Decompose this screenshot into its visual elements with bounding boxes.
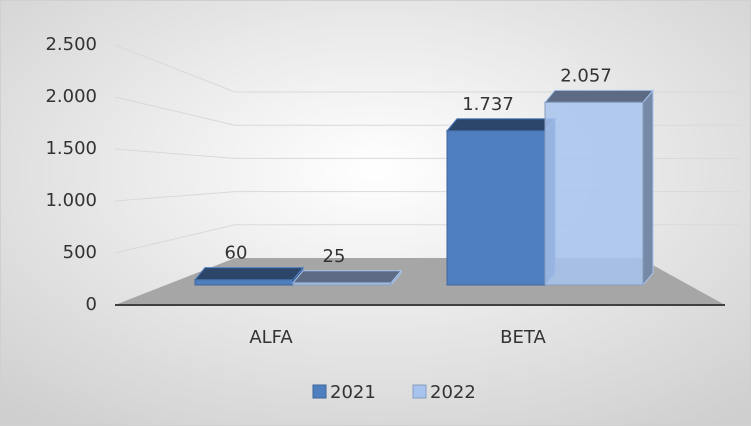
data-label: 1.737 xyxy=(462,94,514,115)
bar-top xyxy=(445,118,557,132)
y-tick-label: 1.000 xyxy=(45,190,97,211)
legend-swatch xyxy=(312,384,327,399)
bar xyxy=(543,88,655,287)
bar xyxy=(291,269,403,287)
bar xyxy=(445,117,557,287)
data-label: 2.057 xyxy=(560,65,612,86)
bar-top xyxy=(291,270,403,284)
bar xyxy=(193,266,305,287)
legend-label: 2021 xyxy=(330,382,376,403)
bar-top xyxy=(193,267,305,281)
y-tick-label: 500 xyxy=(63,242,97,263)
bar-front xyxy=(194,279,294,286)
data-label: 25 xyxy=(323,246,346,267)
y-tick-label: 2.500 xyxy=(45,34,97,55)
legend-swatch xyxy=(412,384,427,399)
y-tick-label: 2.000 xyxy=(45,86,97,107)
bar-front xyxy=(292,282,392,286)
y-tick-label: 0 xyxy=(86,294,97,315)
bar-side xyxy=(642,88,654,287)
x-tick-label: ALFA xyxy=(249,327,293,348)
legend-label: 2022 xyxy=(430,382,476,403)
x-tick-label: BETA xyxy=(500,327,546,348)
y-tick-label: 1.500 xyxy=(45,138,97,159)
bar-front xyxy=(446,130,546,286)
data-label: 60 xyxy=(225,243,248,264)
bar-top xyxy=(543,89,655,103)
bar-front xyxy=(544,101,644,286)
